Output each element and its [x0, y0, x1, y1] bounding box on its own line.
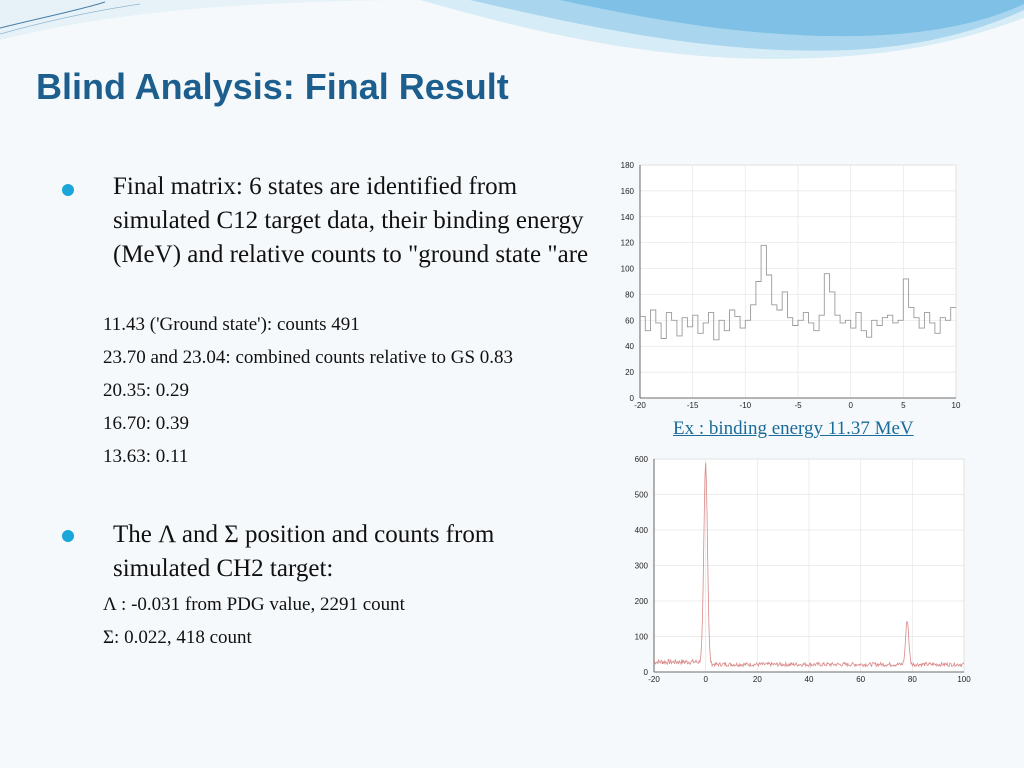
- x-tick-label: 0: [848, 401, 853, 410]
- x-tick-label: 20: [753, 675, 762, 684]
- y-tick-label: 400: [635, 526, 649, 535]
- x-tick-label: -5: [794, 401, 802, 410]
- y-tick-label: 600: [635, 455, 649, 464]
- x-tick-label: -10: [740, 401, 752, 410]
- y-tick-label: 20: [625, 368, 634, 377]
- slide-title: Blind Analysis: Final Result: [36, 66, 509, 107]
- bullet-dot-2: [62, 530, 74, 542]
- bullet-text-2: The Λ and Σ position and counts from sim…: [113, 521, 495, 582]
- y-tick-label: 40: [625, 342, 634, 351]
- x-tick-label: -15: [687, 401, 699, 410]
- sub-item-20-35: 20.35: 0.29: [103, 380, 190, 401]
- x-tick-label: 100: [957, 675, 971, 684]
- x-tick-label: 40: [805, 675, 814, 684]
- x-tick-label: 80: [908, 675, 917, 684]
- histogram-series: [640, 244, 956, 341]
- header-wave-decoration: [0, 0, 1024, 59]
- sub-item-13-63: 13.63: 0.11: [103, 446, 189, 467]
- y-tick-label: 100: [621, 265, 635, 274]
- x-tick-label: 0: [703, 675, 708, 684]
- x-tick-label: 10: [952, 401, 961, 410]
- x-tick-label: -20: [648, 675, 660, 684]
- spectrum-series: [653, 462, 965, 668]
- sub-item-16-70: 16.70: 0.39: [103, 413, 190, 434]
- x-tick-label: 60: [856, 675, 865, 684]
- y-tick-label: 60: [625, 316, 634, 325]
- y-tick-label: 160: [621, 187, 635, 196]
- sub-item-sigma: Σ: 0.022, 418 count: [103, 627, 252, 648]
- y-tick-label: 140: [621, 213, 635, 222]
- y-tick-label: 180: [621, 161, 635, 170]
- sub-item-combined-counts: 23.70 and 23.04: combined counts relativ…: [103, 347, 514, 368]
- y-tick-label: 0: [630, 394, 635, 403]
- bullet-dot-1: [62, 184, 74, 196]
- caption-link[interactable]: Ex : binding energy 11.37 MeV: [673, 418, 914, 439]
- y-tick-label: 120: [621, 239, 635, 248]
- sub-item-lambda: Λ : -0.031 from PDG value, 2291 count: [103, 594, 405, 615]
- y-tick-label: 100: [635, 633, 649, 642]
- y-tick-label: 500: [635, 491, 649, 500]
- x-tick-label: -20: [634, 401, 646, 410]
- y-tick-label: 300: [635, 562, 649, 571]
- sub-item-ground-state: 11.43 ('Ground state'): counts 491: [103, 314, 360, 335]
- y-tick-label: 80: [625, 290, 634, 299]
- y-tick-label: 200: [635, 597, 649, 606]
- y-tick-label: 0: [644, 668, 649, 677]
- x-tick-label: 5: [901, 401, 906, 410]
- bullet-text-1: Final matrix: 6 states are identified fr…: [113, 173, 589, 268]
